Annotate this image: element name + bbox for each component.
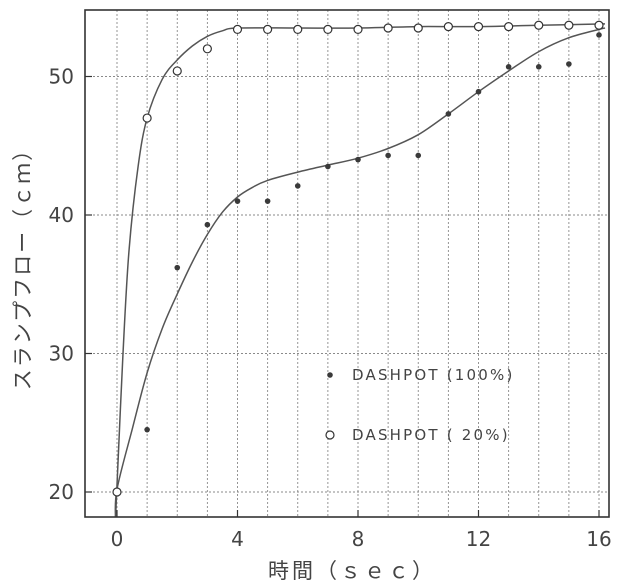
x-axis-label: 時間（ｓｅｃ） (268, 559, 436, 583)
point-dashpot-20 (473, 22, 484, 32)
point-dashpot-100 (415, 152, 422, 159)
x-tick-label: 0 (111, 527, 124, 551)
point-dashpot-20 (232, 24, 243, 35)
x-tick-label: 8 (352, 527, 365, 551)
plot-frame (84, 9, 610, 518)
x-tick-label: 4 (231, 527, 244, 551)
point-dashpot-100 (566, 61, 572, 67)
point-dashpot-20 (142, 113, 152, 123)
point-dashpot-20 (263, 24, 273, 35)
legend-label: DASHPOT ( 20%) (352, 426, 510, 444)
point-dashpot-20 (504, 22, 514, 32)
point-dashpot-100 (264, 198, 271, 204)
y-tick-label: 30 (49, 342, 74, 366)
point-dashpot-100 (385, 152, 391, 159)
fit-curve-dashpot-100 (114, 27, 606, 517)
point-dashpot-100 (355, 156, 361, 163)
grid (85, 10, 609, 517)
point-dashpot-100 (505, 64, 512, 70)
y-axis-label: スランプフロー（ｃｍ） (11, 138, 35, 390)
x-tick-label: 16 (586, 527, 611, 551)
y-tick-label: 50 (49, 65, 74, 89)
point-dashpot-20 (202, 44, 212, 54)
point-dashpot-20 (443, 22, 453, 32)
legend-entry-dashpot-100: DASHPOT (100%) (327, 366, 515, 384)
point-dashpot-100 (596, 32, 602, 38)
point-dashpot-100 (204, 221, 211, 228)
data-points (112, 20, 604, 497)
x-tick-label: 12 (466, 527, 491, 551)
legend-marker-filled (327, 372, 333, 378)
point-dashpot-100 (475, 88, 482, 95)
point-dashpot-20 (112, 487, 122, 497)
fit-curve-dashpot-20 (114, 23, 606, 517)
axis-ticks: 0 4 8 12 16 20 30 40 50 (49, 65, 612, 552)
point-dashpot-20 (564, 20, 574, 30)
legend-label: DASHPOT (100%) (352, 366, 515, 384)
point-dashpot-100 (174, 264, 181, 271)
point-dashpot-20 (323, 24, 333, 35)
point-dashpot-20 (353, 24, 363, 35)
fit-curves (114, 23, 606, 517)
point-dashpot-20 (594, 20, 604, 30)
point-dashpot-100 (445, 111, 452, 117)
point-dashpot-20 (413, 23, 423, 33)
legend-entry-dashpot-20: DASHPOT ( 20%) (325, 426, 510, 444)
y-tick-label: 40 (49, 203, 74, 227)
point-dashpot-100 (234, 198, 241, 204)
point-dashpot-100 (294, 183, 301, 189)
point-dashpot-100 (325, 163, 331, 170)
point-dashpot-20 (172, 66, 182, 76)
legend: DASHPOT (100%) DASHPOT ( 20%) (325, 366, 515, 444)
point-dashpot-100 (144, 426, 150, 433)
y-tick-label: 20 (49, 480, 74, 504)
point-dashpot-20 (293, 24, 303, 35)
point-dashpot-20 (534, 20, 544, 30)
legend-marker-open (325, 430, 335, 440)
point-dashpot-20 (383, 23, 393, 33)
point-dashpot-100 (535, 64, 542, 70)
